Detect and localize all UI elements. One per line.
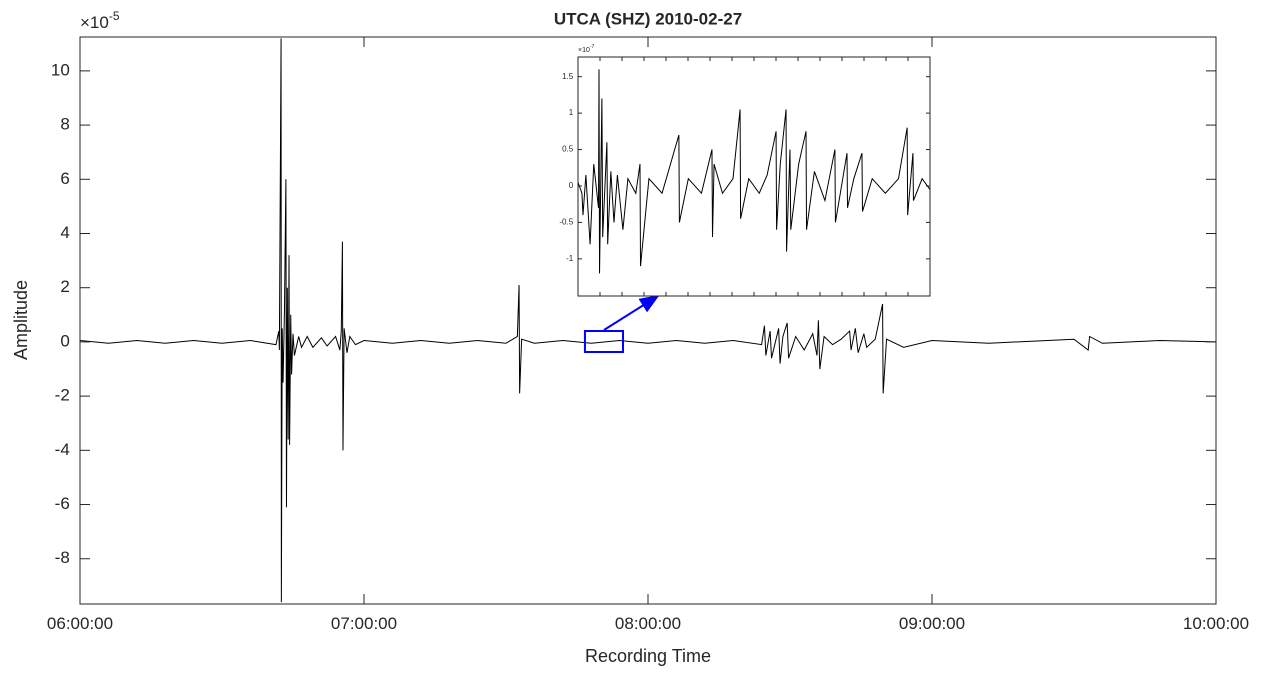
y-tick-label: -0.5 <box>559 218 573 227</box>
y-tick-label: 0 <box>569 181 574 190</box>
inset-y-multiplier: ×10-7 <box>578 44 595 54</box>
y-tick-label: 0 <box>60 331 69 350</box>
zoom-box <box>583 330 625 353</box>
chart-title: UTCA (SHZ) 2010-02-27 <box>554 9 742 28</box>
plot-area <box>578 57 930 296</box>
inset-multiplier-base: ×10 <box>578 47 590 54</box>
y-multiplier: ×10-5 <box>80 9 120 32</box>
y-axis-label: Amplitude <box>11 280 31 360</box>
x-tick-label: 08:00:00 <box>615 614 681 633</box>
x-tick-label: 06:00:00 <box>47 614 113 633</box>
y-tick-label: -8 <box>55 548 70 567</box>
y-tick-label: -6 <box>55 494 70 513</box>
waveform <box>80 38 1216 603</box>
waveform <box>578 69 930 274</box>
multiplier-exponent: -5 <box>109 9 120 23</box>
x-axis-label: Recording Time <box>585 646 711 666</box>
x-tick-label: 07:00:00 <box>331 614 397 633</box>
zoom-arrow <box>603 294 660 331</box>
y-tick-label: -1 <box>566 254 574 263</box>
y-tick-label: 2 <box>60 277 69 296</box>
y-tick-label: 1 <box>569 108 574 117</box>
y-tick-label: 0.5 <box>562 145 574 154</box>
y-tick-label: 6 <box>60 169 69 188</box>
y-tick-label: 4 <box>60 223 69 242</box>
x-tick-label: 09:00:00 <box>899 614 965 633</box>
y-tick-label: -4 <box>55 440 70 459</box>
y-tick-label: 10 <box>51 60 70 79</box>
multiplier-base: ×10 <box>80 13 109 32</box>
x-tick-label: 10:00:00 <box>1183 614 1249 633</box>
y-tick-label: -2 <box>55 386 70 405</box>
y-tick-label: 8 <box>60 115 69 134</box>
inset-multiplier-exponent: -7 <box>590 44 595 50</box>
y-tick-label: 1.5 <box>562 72 574 81</box>
